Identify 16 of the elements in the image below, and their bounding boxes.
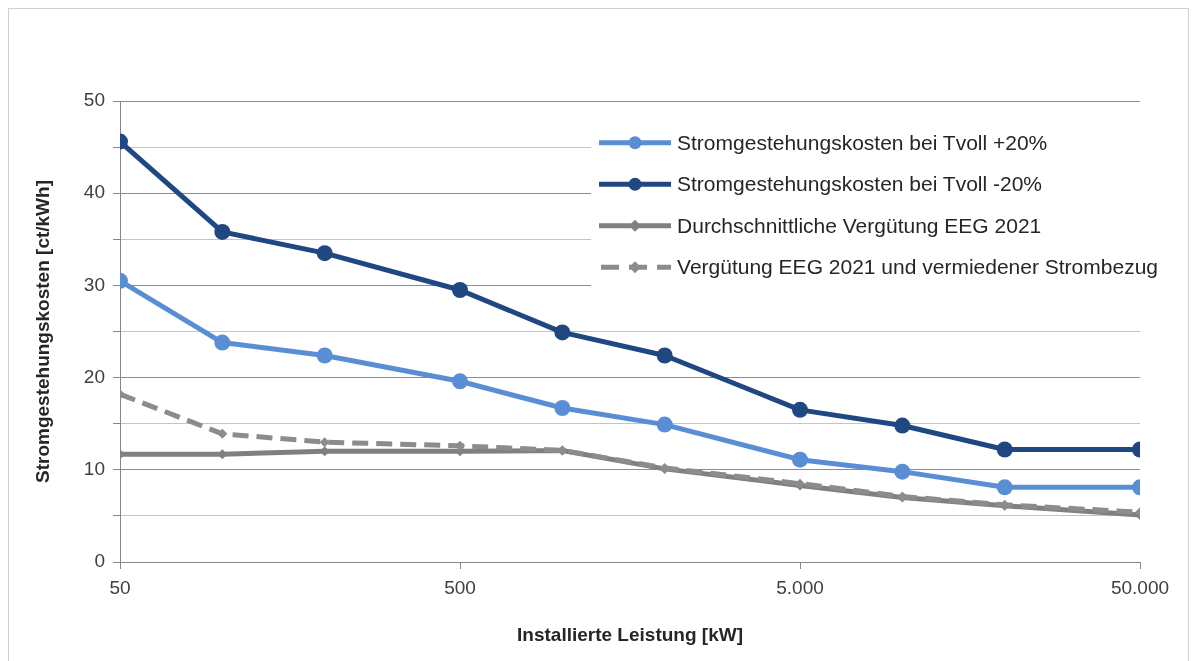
x-tick-label: 500 xyxy=(444,576,476,598)
y-tick-label: 30 xyxy=(83,273,105,295)
y-tick-label: 20 xyxy=(83,365,105,387)
y-tick-label: 10 xyxy=(83,458,105,480)
x-axis-title: Installierte Leistung [kW] xyxy=(517,623,743,645)
x-tick-label: 5.000 xyxy=(776,576,824,598)
y-tick-label: 50 xyxy=(83,89,105,111)
legend-label: Durchschnittliche Vergütung EEG 2021 xyxy=(677,213,1042,237)
legend-label: Vergütung EEG 2021 und vermiedener Strombezug xyxy=(677,255,1159,279)
x-tick-label: 50.000 xyxy=(1110,576,1170,598)
x-tick-label: 50 xyxy=(109,576,131,598)
y-tick-label: 40 xyxy=(83,181,105,203)
y-tick-label: 0 xyxy=(94,550,105,572)
y-axis-title: Stromgestehungskosten [ct/kWh] xyxy=(31,180,53,483)
legend-label: Stromgestehungskosten bei Tvoll -20% xyxy=(677,172,1043,196)
legend-label: Stromgestehungskosten bei Tvoll +20% xyxy=(677,130,1048,154)
